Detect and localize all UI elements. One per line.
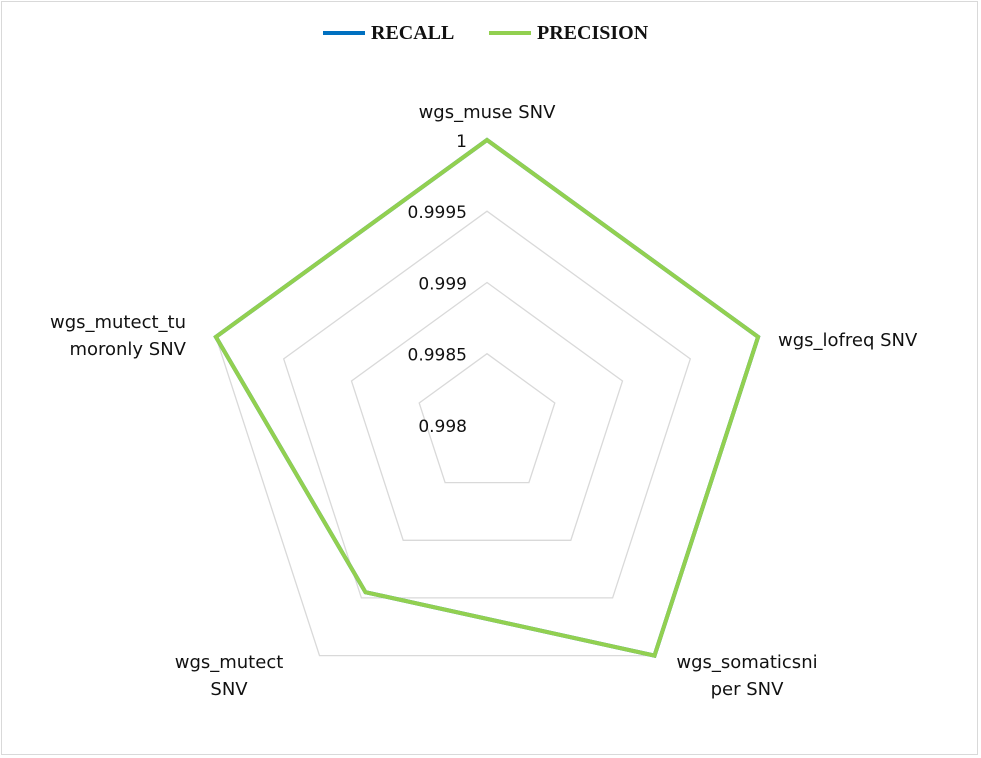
tick-label: 0.9985 — [408, 346, 467, 366]
category-label: wgs_muse SNV — [419, 102, 557, 123]
category-label: wgs_somaticsni — [676, 652, 817, 673]
category-label: moronly SNV — [69, 339, 186, 360]
category-label: wgs_mutect_tu — [50, 312, 186, 333]
category-label: SNV — [210, 679, 248, 700]
radar-grid — [215, 139, 759, 657]
legend: RECALL PRECISION — [323, 22, 649, 44]
legend-label-recall: RECALL — [371, 22, 454, 44]
category-label: wgs_mutect — [175, 652, 284, 673]
tick-label: 1 — [456, 132, 467, 152]
legend-label-precision: PRECISION — [537, 22, 649, 44]
tick-label: 0.998 — [418, 417, 467, 437]
grid-ring — [215, 139, 759, 657]
radar-series — [213, 137, 761, 658]
grid-ring — [418, 352, 556, 484]
grid-ring — [282, 210, 692, 599]
series-recall-line — [213, 137, 761, 658]
tick-label: 0.9995 — [408, 203, 467, 223]
series-precision-line — [213, 137, 761, 658]
tick-label: 0.999 — [418, 275, 467, 295]
radar-ticks: 1 0.9995 0.999 0.9985 0.998 — [408, 132, 467, 437]
category-label: wgs_lofreq SNV — [778, 330, 918, 351]
category-label: per SNV — [711, 679, 785, 700]
grid-ring — [350, 281, 624, 541]
radar-category-labels: wgs_muse SNV wgs_lofreq SNV wgs_somaticsni… — [50, 102, 918, 700]
